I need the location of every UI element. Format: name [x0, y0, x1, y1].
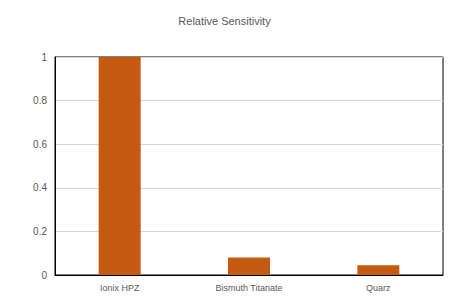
svg-text:0: 0: [41, 270, 47, 281]
svg-text:0.4: 0.4: [33, 182, 47, 193]
svg-text:1: 1: [41, 52, 47, 63]
svg-text:Bismuth Titanate: Bismuth Titanate: [215, 283, 282, 293]
svg-text:Relative Sensitivity: Relative Sensitivity: [178, 15, 271, 27]
svg-text:Ionix HPZ: Ionix HPZ: [100, 283, 140, 293]
svg-text:0.2: 0.2: [33, 226, 47, 237]
svg-text:Quarz: Quarz: [366, 283, 391, 293]
svg-text:0.6: 0.6: [33, 139, 47, 150]
svg-text:0.8: 0.8: [33, 95, 47, 106]
